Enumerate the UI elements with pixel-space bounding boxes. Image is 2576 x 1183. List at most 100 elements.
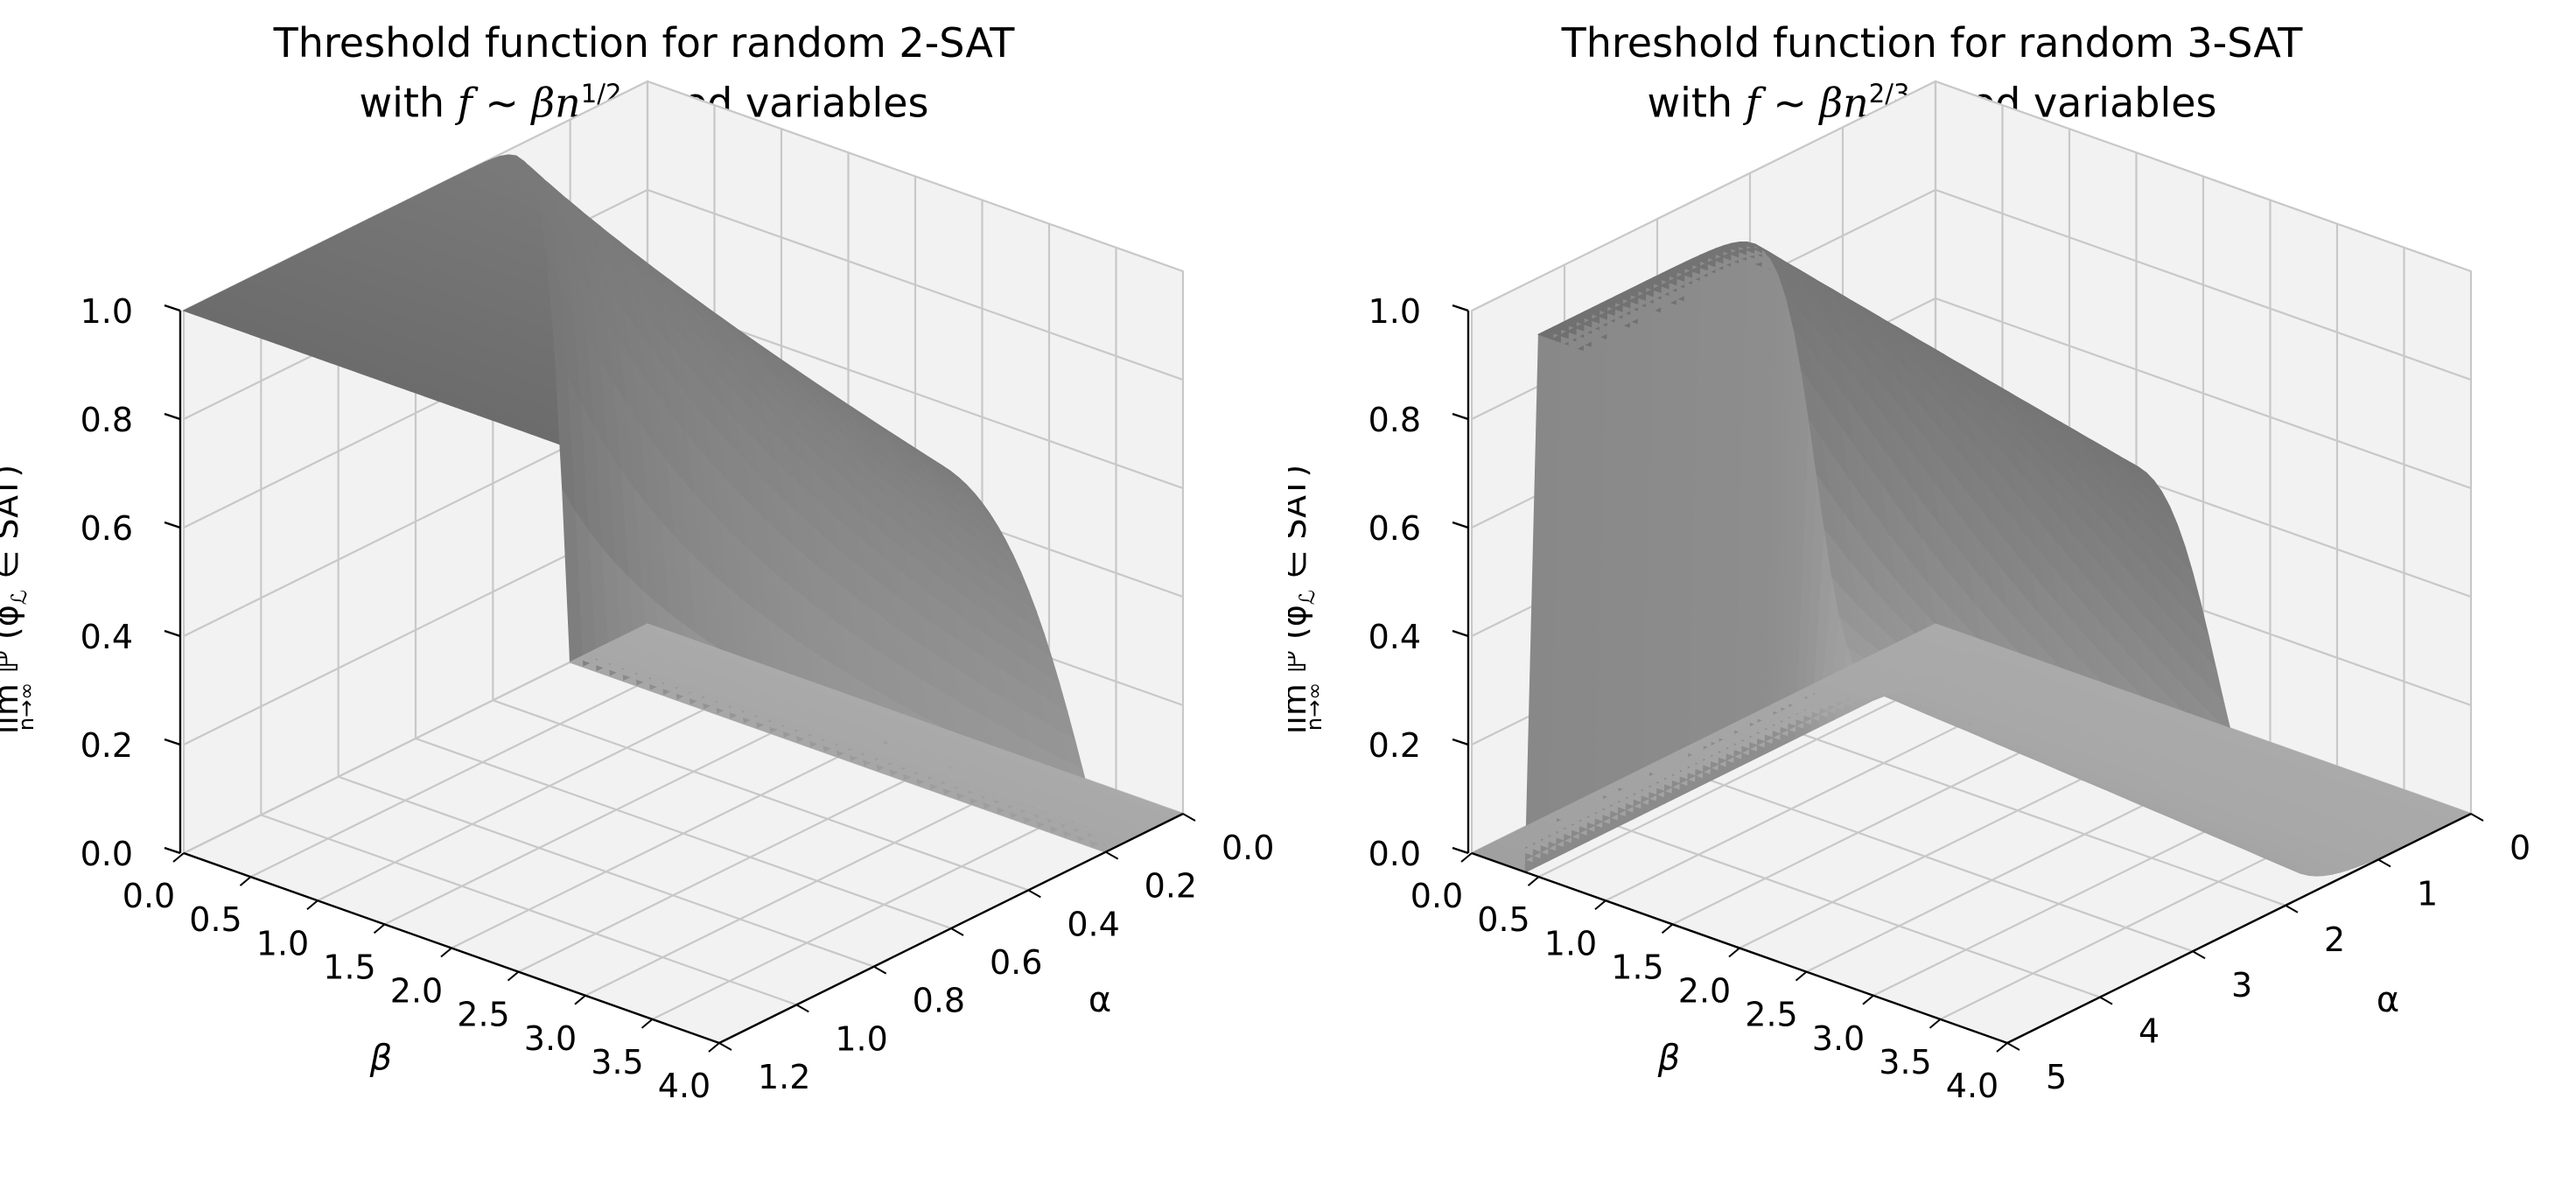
alpha-axis-line: [2006, 812, 2472, 1045]
beta-tick: [507, 970, 520, 982]
z-tick: [1452, 738, 1469, 746]
alpha-tick: [718, 1042, 732, 1051]
beta-axis-label: β: [369, 1039, 393, 1079]
beta-tick-label: 0.0: [1410, 877, 1463, 915]
beta-tick-label: 2.0: [1678, 972, 1731, 1011]
beta-tick-label: 2.0: [390, 972, 443, 1011]
z-axis-label: limn→∞ℙ (φℒ ∈ SAT): [1288, 465, 1326, 735]
beta-tick-label: 1.0: [1544, 924, 1597, 962]
alpha-tick-label: 2: [2324, 920, 2345, 959]
z-tick: [164, 629, 181, 638]
alpha-tick: [2192, 950, 2206, 960]
beta-tick: [172, 852, 185, 863]
surface-plot-3sat: 0.00.51.01.52.02.53.03.54.0 5432100.00.20…: [1288, 80, 2530, 1105]
z-tick: [1452, 412, 1469, 421]
beta-tick: [1661, 923, 1674, 934]
alpha-tick-label: 4: [2138, 1012, 2160, 1051]
z-tick-label: 0.4: [80, 618, 133, 656]
z-tick-label: 1.0: [80, 292, 133, 331]
z-axis-label-text: limn→∞ℙ (φℒ ∈ SAT): [1288, 465, 1326, 735]
z-tick-label: 0.0: [1368, 835, 1421, 873]
beta-tick: [1795, 970, 1808, 982]
beta-tick: [1928, 1018, 1942, 1029]
beta-tick: [1728, 947, 1740, 958]
left-chart-panel: Threshold function for random 2-SAT with…: [0, 19, 1274, 1105]
z-tick: [164, 738, 181, 746]
beta-tick-label: 0.5: [1477, 900, 1530, 939]
surface-plot-2sat: 0.00.51.01.52.02.53.03.54.0 1.21.00.80.60…: [0, 80, 1274, 1105]
beta-tick: [1527, 876, 1540, 886]
alpha-tick: [2006, 1042, 2020, 1051]
chart-title-line1: Threshold function for random 3-SAT: [1561, 19, 2303, 66]
beta-tick-label: 2.5: [1745, 996, 1797, 1034]
beta-tick: [440, 947, 452, 958]
beta-tick: [1460, 852, 1473, 863]
z-tick-label: 0.0: [80, 835, 133, 873]
beta-tick-label: 1.5: [1611, 948, 1663, 986]
beta-tick-label: 4.0: [1946, 1067, 1998, 1105]
z-tick: [164, 846, 181, 855]
alpha-tick-label: 1.2: [758, 1058, 810, 1096]
beta-tick: [708, 1042, 720, 1053]
z-tick-label: 0.6: [1368, 509, 1421, 548]
beta-tick-label: 0.0: [122, 877, 175, 915]
z-tick-label: 1.0: [1368, 292, 1421, 331]
z-axis-label-text: limn→∞ℙ (φℒ ∈ SAT): [0, 465, 38, 735]
beta-tick-label: 3.0: [1812, 1019, 1865, 1058]
surface-mesh: [1470, 242, 2473, 877]
alpha-tick: [1105, 850, 1119, 860]
right-chart-panel: Threshold function for random 3-SAT with…: [1288, 0, 2576, 1183]
beta-tick: [574, 994, 586, 1005]
alpha-tick-label: 0: [2510, 829, 2530, 867]
z-tick-label: 0.6: [80, 509, 133, 548]
z-tick: [164, 521, 181, 529]
beta-tick-label: 1.5: [323, 948, 375, 986]
z-tick-label: 0.2: [80, 726, 133, 765]
z-tick-label: 0.4: [1368, 618, 1421, 656]
z-tick: [1452, 304, 1469, 312]
z-tick-label: 0.8: [1368, 401, 1421, 439]
alpha-axis-label: α: [2376, 980, 2399, 1020]
grid-line-z: [1471, 80, 2472, 312]
beta-tick: [1996, 1042, 2008, 1053]
beta-tick: [239, 876, 252, 886]
chart-title: Threshold function for random 3-SAT with…: [1288, 18, 2576, 128]
beta-tick: [1862, 994, 1874, 1005]
alpha-tick-label: 0.0: [1222, 829, 1274, 867]
beta-tick-label: 0.5: [189, 900, 242, 939]
beta-tick-label: 3.5: [591, 1043, 643, 1082]
alpha-tick: [795, 1004, 809, 1013]
z-tick-label: 0.2: [1368, 726, 1421, 765]
alpha-tick-label: 1.0: [835, 1019, 887, 1058]
beta-tick: [640, 1018, 654, 1029]
alpha-tick: [873, 965, 887, 975]
title-sim: ~: [1760, 79, 1820, 127]
beta-tick-label: 4.0: [658, 1067, 710, 1105]
beta-tick: [306, 900, 318, 911]
beta-tick: [1594, 900, 1606, 911]
alpha-tick-label: 0.2: [1144, 867, 1197, 906]
alpha-tick-label: 0.4: [1067, 905, 1119, 943]
z-tick-label: 0.8: [80, 401, 133, 439]
surface-mesh: [182, 154, 1185, 853]
alpha-tick-label: 5: [2046, 1058, 2067, 1096]
title-prefix: with: [1647, 79, 1746, 127]
alpha-tick: [2377, 858, 2391, 868]
title-f: f: [1745, 79, 1760, 127]
title-sim: ~: [472, 79, 532, 127]
z-tick: [164, 412, 181, 421]
z-tick: [1452, 846, 1469, 855]
title-f: f: [457, 79, 472, 127]
beta-axis-label: β: [1657, 1039, 1681, 1079]
beta-tick-label: 3.0: [524, 1019, 577, 1058]
alpha-tick: [950, 928, 964, 936]
beta-tick: [373, 923, 386, 934]
alpha-tick: [2099, 996, 2113, 1005]
z-tick: [164, 304, 181, 312]
z-tick: [1452, 521, 1469, 529]
alpha-tick-label: 0.6: [990, 943, 1042, 982]
title-prefix: with: [359, 79, 458, 127]
alpha-tick: [1027, 889, 1041, 899]
beta-tick-label: 1.0: [256, 924, 309, 962]
alpha-axis-label: α: [1088, 980, 1111, 1020]
